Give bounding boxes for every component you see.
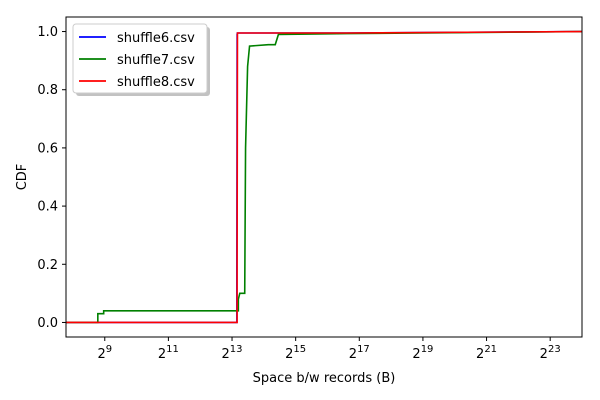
- x-tick-label: 213: [222, 344, 243, 362]
- legend-label: shuffle8.csv: [117, 75, 195, 90]
- x-tick-label: 211: [158, 344, 179, 362]
- x-axis: 29 211 213 215 217 219 221 223: [97, 337, 561, 362]
- y-tick-label: 0.6: [37, 141, 58, 156]
- series-lines: [66, 30, 583, 324]
- y-tick-label: 0.4: [37, 200, 58, 215]
- y-tick-label: 0.8: [37, 83, 58, 98]
- y-tick-label: 0.0: [37, 316, 58, 331]
- y-axis-label: CDF: [15, 164, 30, 191]
- x-axis-label: Space b/w records (B): [253, 371, 396, 386]
- x-tick-label: 215: [285, 344, 306, 362]
- x-tick-label: 219: [412, 344, 433, 362]
- legend-label: shuffle6.csv: [117, 31, 195, 46]
- y-tick-label: 1.0: [37, 25, 58, 40]
- x-tick-label: 29: [97, 344, 112, 362]
- series-line-3: [66, 30, 583, 324]
- plot-area: [65, 16, 583, 338]
- series-line-2: [66, 30, 583, 324]
- legend-box: [72, 23, 208, 94]
- x-tick-label: 221: [476, 344, 497, 362]
- x-tick-label: 217: [349, 344, 370, 362]
- y-axis: 0.0 0.2 0.4 0.6 0.8 1.0: [37, 25, 66, 331]
- legend-label: shuffle7.csv: [117, 53, 195, 68]
- legend: shuffle6.csv shuffle7.csv shuffle8.csv: [72, 23, 210, 96]
- x-tick-label: 223: [540, 344, 561, 362]
- y-tick-label: 0.2: [37, 258, 58, 273]
